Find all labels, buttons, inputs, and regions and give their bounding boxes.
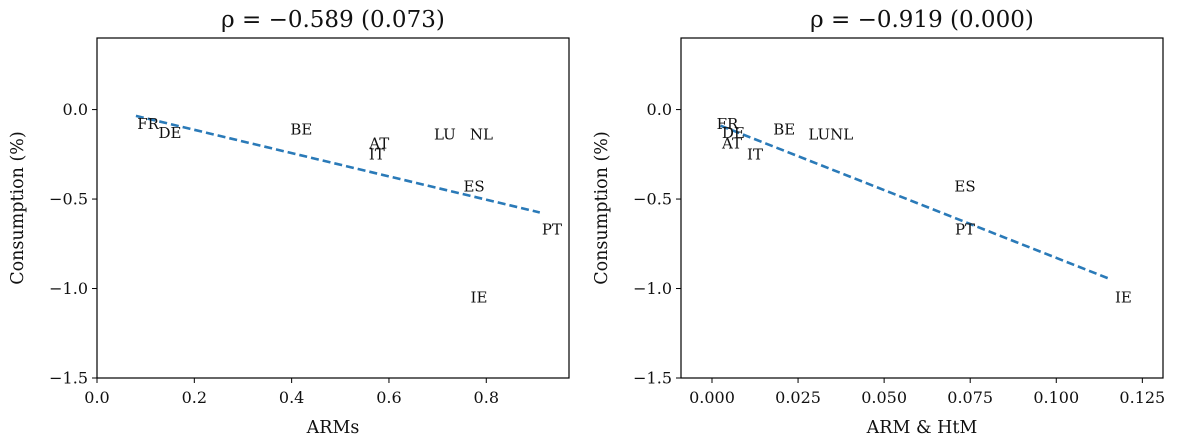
point-label-es: ES: [463, 178, 484, 196]
fit-line: [720, 124, 1112, 281]
point-label-at: AT: [721, 135, 742, 153]
chart-title: ρ = −0.589 (0.073): [221, 7, 445, 33]
point-label-fr: FR: [717, 115, 739, 133]
y-tick-label: −1.5: [49, 369, 88, 388]
y-axis-label: Consumption (%): [8, 131, 28, 285]
point-label-be: BE: [773, 120, 795, 138]
right-scatter-panel: ρ = −0.919 (0.000) 0.000 0.025 0.050 0.075 0.…: [592, 7, 1165, 438]
x-tick-label: 0.4: [279, 388, 304, 407]
y-tick-label: −1.0: [49, 279, 88, 298]
y-tick-label: −1.5: [633, 369, 672, 388]
left-scatter-panel: ρ = −0.589 (0.073) 0.0 0.2 0.4 0.6 0.8 −1.5 −1.…: [8, 7, 570, 438]
x-tick-label: 0.100: [1033, 388, 1079, 407]
fit-line: [135, 114, 541, 214]
point-label-it: IT: [747, 145, 763, 163]
chart-title: ρ = −0.919 (0.000): [810, 7, 1034, 33]
x-tick-label: 0.0: [84, 388, 109, 407]
x-axis-label: ARM & HtM: [866, 418, 978, 438]
x-tick-label: 0.075: [947, 388, 993, 407]
x-tick-label: 0.125: [1119, 388, 1165, 407]
point-label-de: DE: [722, 124, 745, 142]
y-axis-label: Consumption (%): [592, 131, 612, 285]
point-label-ie: IE: [1115, 288, 1132, 306]
x-tick-label: 0.025: [775, 388, 821, 407]
point-label-fr: FR: [137, 115, 159, 133]
point-label-pt: PT: [955, 220, 975, 238]
point-label-it: IT: [369, 145, 385, 163]
x-tick-label: 0.8: [474, 388, 499, 407]
plot-frame: [680, 37, 1164, 379]
y-tick-label: −1.0: [633, 279, 672, 298]
point-label-pt: PT: [542, 220, 562, 238]
point-label-be: BE: [290, 120, 312, 138]
point-label-nl: NL: [470, 126, 493, 144]
point-label-at: AT: [368, 135, 389, 153]
y-tick-label: 0.0: [63, 100, 88, 119]
point-label-es: ES: [954, 178, 975, 196]
y-tick-label: −0.5: [49, 190, 88, 209]
x-tick-label: 0.000: [689, 388, 735, 407]
point-label-de: DE: [158, 124, 181, 142]
point-label-ie: IE: [471, 288, 488, 306]
y-tick-label: 0.0: [647, 100, 672, 119]
point-label-lunl: LUNL: [808, 126, 853, 144]
x-tick-label: 0.2: [182, 388, 207, 407]
y-tick-label: −0.5: [633, 190, 672, 209]
x-axis-label: ARMs: [306, 418, 360, 438]
x-tick-label: 0.6: [376, 388, 401, 407]
plot-frame: [96, 37, 570, 379]
point-label-lu: LU: [434, 126, 456, 144]
x-tick-label: 0.050: [861, 388, 907, 407]
